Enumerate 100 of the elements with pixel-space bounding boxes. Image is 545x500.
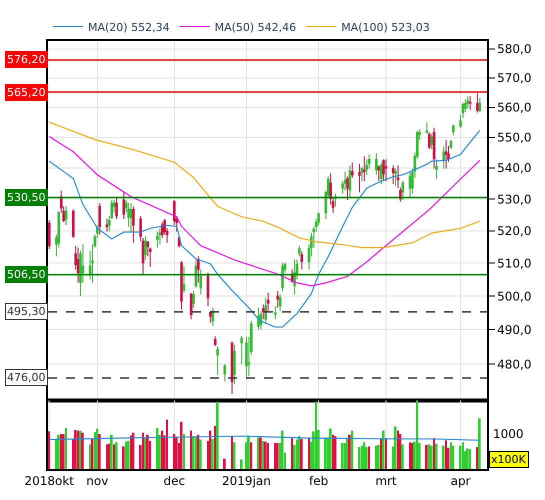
line-series bbox=[48, 130, 480, 328]
bar bbox=[380, 438, 382, 469]
candlestick bbox=[209, 310, 212, 324]
candlestick bbox=[452, 124, 455, 136]
candlestick bbox=[394, 168, 397, 186]
bar bbox=[478, 418, 481, 469]
bar bbox=[466, 448, 469, 469]
y-tick-label: 500,0 bbox=[497, 289, 532, 304]
bar bbox=[445, 440, 448, 469]
x-tick-label: 2018okt bbox=[24, 474, 74, 488]
bar bbox=[329, 428, 332, 469]
candlestick bbox=[197, 256, 200, 283]
candlestick bbox=[72, 208, 75, 238]
bar bbox=[127, 440, 130, 469]
candlestick bbox=[206, 272, 210, 307]
candlestick bbox=[382, 158, 385, 182]
bar bbox=[180, 422, 182, 469]
candlestick bbox=[392, 165, 394, 185]
bar bbox=[262, 440, 264, 469]
candlestick bbox=[158, 228, 162, 245]
ref-line-label: 576,20 bbox=[7, 53, 46, 66]
bar bbox=[368, 446, 370, 469]
candlestick bbox=[211, 307, 214, 326]
bar bbox=[274, 442, 276, 469]
bar bbox=[94, 432, 96, 469]
bar bbox=[425, 445, 428, 469]
ref-line-label: 506,50 bbox=[7, 268, 46, 281]
bar bbox=[183, 434, 185, 469]
candlestick bbox=[365, 158, 368, 176]
x-tick-label: dec bbox=[163, 474, 186, 488]
candlestick bbox=[194, 259, 198, 288]
bar bbox=[110, 434, 113, 469]
bar bbox=[469, 449, 472, 469]
candlestick bbox=[192, 290, 195, 308]
candlestick bbox=[64, 206, 68, 226]
candlestick bbox=[224, 364, 226, 382]
bar bbox=[247, 435, 250, 469]
candlestick bbox=[106, 218, 108, 232]
candlestick bbox=[262, 304, 265, 320]
candlestick bbox=[233, 344, 236, 385]
bar bbox=[382, 430, 384, 469]
candlestick bbox=[466, 96, 470, 109]
y-tick-label: 520,0 bbox=[497, 224, 532, 238]
candlestick bbox=[98, 202, 102, 236]
y-tick-label: 560,0 bbox=[497, 100, 532, 115]
legend-label: MA(20) 552,34 bbox=[88, 20, 170, 34]
y-tick-label: 480,0 bbox=[497, 357, 532, 372]
bar bbox=[394, 426, 396, 469]
bar bbox=[308, 438, 310, 469]
bar bbox=[259, 438, 262, 469]
bar bbox=[250, 442, 252, 469]
bar bbox=[192, 436, 194, 469]
candlestick bbox=[230, 340, 234, 394]
ref-line-label: 476,00 bbox=[7, 371, 46, 384]
bar bbox=[175, 438, 178, 469]
y-tick-label: 550,0 bbox=[497, 130, 532, 145]
bar bbox=[442, 446, 445, 469]
bar bbox=[91, 438, 94, 469]
candlestick bbox=[408, 171, 412, 198]
bar bbox=[130, 435, 132, 469]
candlestick bbox=[478, 97, 482, 112]
candlestick bbox=[266, 292, 270, 312]
bar bbox=[195, 436, 197, 469]
bar bbox=[77, 430, 79, 469]
bar bbox=[264, 442, 267, 469]
candlestick bbox=[430, 133, 433, 150]
ref-line-label: 565,20 bbox=[7, 86, 46, 99]
bar bbox=[74, 430, 77, 469]
y-tick-label: 540,0 bbox=[497, 161, 532, 176]
bar bbox=[459, 446, 462, 469]
bar bbox=[291, 438, 294, 469]
bar bbox=[276, 442, 279, 469]
y-tick-label: 490,0 bbox=[497, 322, 532, 337]
bar bbox=[132, 432, 134, 469]
candlestick bbox=[240, 335, 243, 365]
bar bbox=[216, 402, 218, 469]
candlestick bbox=[182, 266, 186, 294]
bar bbox=[385, 438, 387, 469]
candlestick bbox=[274, 306, 277, 320]
bar bbox=[267, 442, 269, 469]
bar bbox=[348, 434, 351, 469]
bar bbox=[190, 430, 192, 469]
x-tick-label: feb bbox=[309, 474, 328, 488]
text: x100K bbox=[491, 453, 527, 466]
bar bbox=[65, 428, 67, 469]
candlestick bbox=[450, 139, 452, 150]
bar bbox=[89, 444, 91, 469]
bar bbox=[223, 458, 226, 469]
candlestick bbox=[375, 152, 378, 176]
bar bbox=[397, 430, 399, 469]
bar bbox=[240, 459, 243, 469]
x-tick-label: mrt bbox=[375, 474, 397, 488]
ref-line-label: 495,30 bbox=[7, 305, 46, 318]
bar bbox=[399, 434, 402, 469]
candlestick bbox=[444, 139, 448, 170]
legend-label: MA(100) 523,03 bbox=[341, 20, 430, 34]
candlestick bbox=[402, 180, 404, 201]
x-tick-label: nov bbox=[86, 474, 108, 488]
bar bbox=[450, 442, 452, 469]
candlestick bbox=[344, 171, 346, 192]
